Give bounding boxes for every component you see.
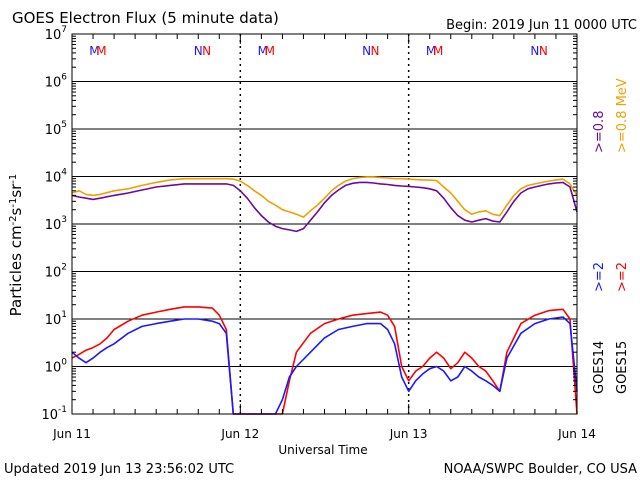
series-line xyxy=(71,316,578,415)
marker-label: N xyxy=(530,44,539,58)
svg-text:Particles cm-2s-1sr-1: Particles cm-2s-1sr-1 xyxy=(7,174,25,317)
marker-label: N xyxy=(194,44,203,58)
marker-label: N xyxy=(371,44,380,58)
y-tick-label: 107 xyxy=(45,25,67,43)
marker-label: N xyxy=(362,44,371,58)
legend-label: >=2 xyxy=(615,262,630,292)
chart-title: GOES Electron Flux (5 minute data) xyxy=(12,9,279,27)
y-tick-label: 105 xyxy=(45,120,67,138)
y-tick-label: 103 xyxy=(45,215,67,233)
right-legend: >=0.8 MeV >=0.8 >=2 >=2 GOES15 GOES14 xyxy=(592,78,630,394)
y-axis-ticks: 10-1 100 101 102 103 104 105 106 107 xyxy=(41,25,577,423)
source-credit: NOAA/SWPC Boulder, CO USA xyxy=(444,462,637,477)
y-tick-label: 102 xyxy=(45,263,67,281)
y-tick-label: 104 xyxy=(45,168,68,186)
marker-label: M xyxy=(426,44,436,58)
y-axis-label: Particles cm-2s-1sr-1 xyxy=(7,174,25,317)
x-tick-label: Jun 13 xyxy=(389,427,428,441)
marker-label: M xyxy=(265,44,275,58)
series-line xyxy=(71,306,578,415)
x-axis-label: Universal Time xyxy=(278,443,367,457)
marker-label: M xyxy=(89,44,99,58)
marker-label: M xyxy=(96,44,106,58)
marker-label: N xyxy=(202,44,211,58)
updated-timestamp: Updated 2019 Jun 13 23:56:02 UTC xyxy=(4,462,234,477)
marker-label: M xyxy=(433,44,443,58)
marker-label: M xyxy=(258,44,268,58)
begin-time: Begin: 2019 Jun 11 0000 UTC xyxy=(446,18,637,33)
y-tick-label: 100 xyxy=(45,358,68,376)
legend-label: >=2 xyxy=(592,262,607,292)
x-axis-ticks: Jun 11 Jun 12 Jun 13 Jun 14 xyxy=(52,34,596,441)
legend-label: GOES15 xyxy=(615,341,630,394)
plot-series xyxy=(71,176,578,415)
y-tick-label: 106 xyxy=(45,73,68,91)
x-tick-label: Jun 12 xyxy=(220,427,259,441)
top-markers: MM N N MM N N MM N N xyxy=(89,44,548,58)
series-line xyxy=(71,176,578,218)
y-tick-label: 10-1 xyxy=(41,405,67,423)
y-tick-label: 101 xyxy=(45,310,67,328)
marker-label: N xyxy=(539,44,548,58)
legend-label: GOES14 xyxy=(592,341,607,394)
series-line xyxy=(71,181,578,233)
legend-label: >=0.8 xyxy=(592,111,607,153)
legend-label: >=0.8 MeV xyxy=(615,78,630,153)
gridlines xyxy=(72,81,577,367)
x-tick-label: Jun 11 xyxy=(52,427,91,441)
x-tick-label: Jun 14 xyxy=(557,427,596,441)
